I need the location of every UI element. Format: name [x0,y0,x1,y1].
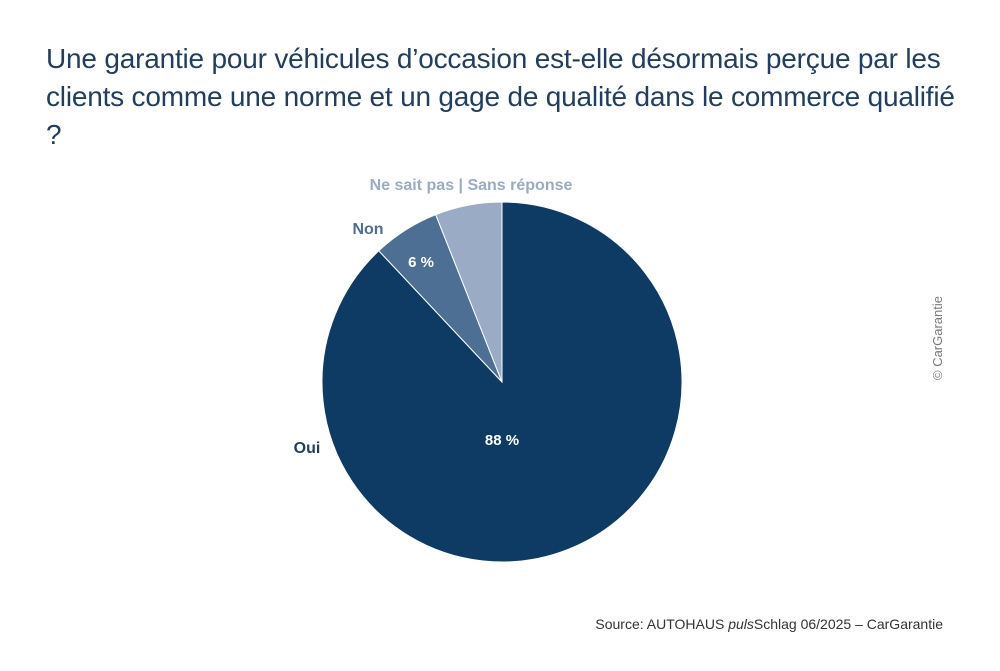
slice-value-non: 6 % [408,254,434,271]
source-italic: puls [728,616,754,632]
chart-title: Une garantie pour véhicules d’occasion e… [46,43,955,150]
pie-slice-ne-sait-pas-sans-reponse [435,201,503,383]
slice-label-ne-sait-pas-sans-reponse: Ne sait pas | Sans réponse [370,177,573,194]
source-suffix: Schlag 06/2025 – CarGarantie [753,616,943,632]
slice-value-oui: 88 % [485,432,519,449]
source-prefix: Source: AUTOHAUS [595,616,729,632]
pie-slices [321,201,683,563]
pie-labels: Oui 88 % Non 6 % Ne sait pas | Sans réponse [294,177,573,457]
source-note: Source: AUTOHAUS pulsSchlag 06/2025 – Ca… [595,616,943,632]
copyright-notice: © CarGarantie [930,296,945,380]
slice-label-oui: Oui [294,440,321,457]
slice-label-non: Non [352,221,383,238]
